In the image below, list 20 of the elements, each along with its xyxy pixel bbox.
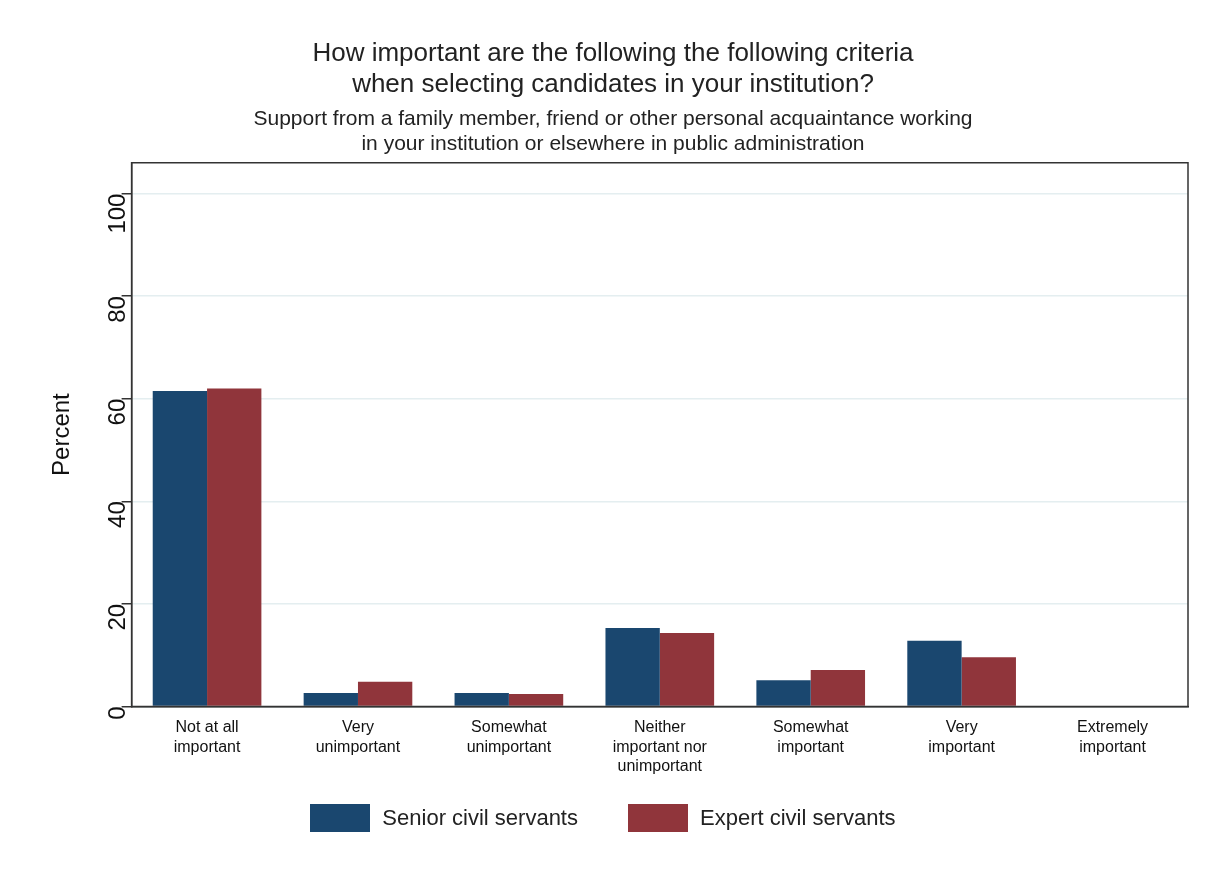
y-tick-label: 80 xyxy=(103,296,131,323)
x-tick-label: Neither important nor unimportant xyxy=(612,718,708,774)
text: Support from a family member, friend or other personal acquaintance working xyxy=(253,105,973,129)
x-tick-label: Somewhat unimportant xyxy=(466,718,552,755)
legend-label: Senior civil servants xyxy=(382,805,578,831)
x-tick-label: Extremely important xyxy=(1076,718,1149,755)
y-tick-label: 40 xyxy=(103,501,131,528)
text: How important are the following the following criteria xyxy=(312,36,914,67)
y-tick-label: 0 xyxy=(103,706,131,720)
y-tick-label: 60 xyxy=(103,398,131,426)
x-tick-label: Very unimportant xyxy=(315,718,401,755)
x-tick-label: Not at all important xyxy=(173,718,241,755)
x-tick-label: Very important xyxy=(928,718,996,755)
y-tick-label: 100 xyxy=(103,193,131,234)
x-tick-label: Somewhat important xyxy=(772,718,850,755)
y-axis-title: Percent xyxy=(47,392,75,476)
text: when selecting candidates in your institution? xyxy=(352,67,874,98)
legend-label: Expert civil servants xyxy=(700,805,896,831)
y-tick-label: 20 xyxy=(103,603,131,631)
text: in your institution or elsewhere in public administration xyxy=(361,131,865,154)
